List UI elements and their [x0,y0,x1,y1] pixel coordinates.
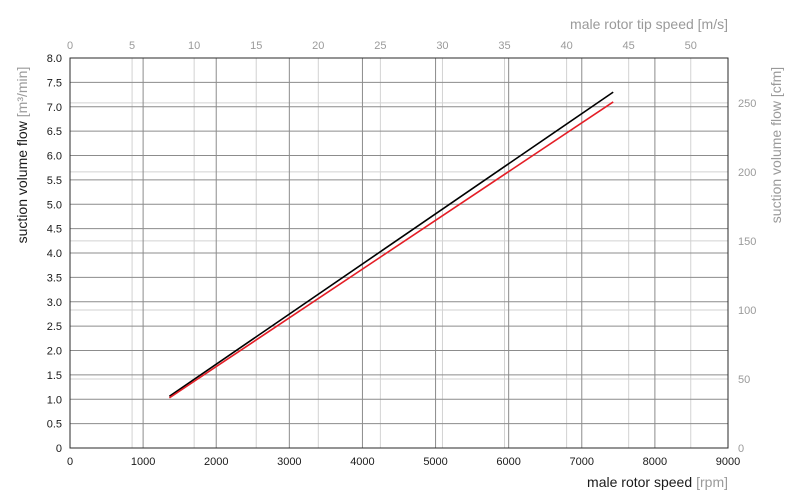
x-tick-label: 9000 [716,456,740,468]
x2-tick-label: 45 [623,40,635,52]
plot-frame [69,57,729,449]
x-tick-label: 3000 [277,456,301,468]
x2-tick-label: 5 [129,40,135,52]
y2-tick-label: 0 [738,443,744,455]
right-axis-title: suction volume flow [cfm] [768,67,784,223]
series-line-1 [168,91,614,397]
y-axis-title-text: suction volume flow [14,120,30,243]
x2-tick-label: 20 [312,40,324,52]
y-tick-label: 1.0 [47,394,62,406]
y-tick-label: 7.5 [47,77,62,89]
y-tick-label: 2.5 [47,321,62,333]
y-tick-label: 3.5 [47,272,62,284]
x2-tick-label: 15 [250,40,262,52]
top-axis-title: male rotor tip speed [m/s] [570,16,728,32]
x-tick-label: 4000 [350,456,374,468]
x2-tick-label: 50 [685,40,697,52]
x-axis-unit: [rpm] [696,474,728,490]
y2-tick-label: 250 [738,98,756,110]
x2-tick-label: 35 [498,40,510,52]
x2-tick-label: 25 [374,40,386,52]
grid [69,57,729,449]
y-tick-label: 8.0 [47,53,62,65]
y-tick-label: 4.0 [47,248,62,260]
series-layer [168,91,614,399]
x2-tick-label: 40 [560,40,572,52]
x2-tick-label: 10 [188,40,200,52]
x-tick-label: 8000 [643,456,667,468]
y-tick-label: 1.5 [47,370,62,382]
y-axis-title: suction volume flow [m³/min] [14,67,30,244]
y-axis-unit: [m³/min] [14,67,30,118]
y2-tick-label: 100 [738,305,756,317]
x-tick-label: 0 [67,456,73,468]
y2-tick-label: 150 [738,236,756,248]
y-tick-label: 2.0 [47,346,62,358]
y-tick-label: 3.0 [47,297,62,309]
y2-tick-label: 200 [738,167,756,179]
x-axis-title-text: male rotor speed [587,474,692,490]
x-tick-label: 5000 [423,456,447,468]
x-tick-label: 6000 [496,456,520,468]
x2-tick-label: 0 [67,40,73,52]
y2-tick-label: 50 [738,374,750,386]
x-tick-label: 7000 [570,456,594,468]
x-axis-title: male rotor speed [rpm] [587,474,728,490]
y-tick-label: 5.5 [47,175,62,187]
x-tick-label: 1000 [131,456,155,468]
series-line-2 [168,101,614,399]
y-tick-label: 0 [56,443,62,455]
y-tick-label: 4.5 [47,224,62,236]
y-tick-label: 0.5 [47,419,62,431]
x2-tick-label: 30 [436,40,448,52]
tick-labels: 0 1000 2000 3000 4000 5000 6000 7000 8000 900000.… [47,40,757,468]
y-tick-label: 5.0 [47,199,62,211]
x-tick-label: 2000 [204,456,228,468]
y-tick-label: 6.5 [47,126,62,138]
y-tick-label: 7.0 [47,102,62,114]
y-tick-label: 6.0 [47,151,62,163]
